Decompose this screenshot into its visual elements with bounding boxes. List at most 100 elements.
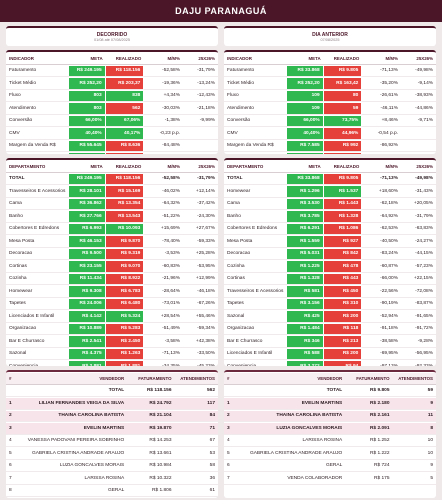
cell: -40,50% [362, 236, 401, 248]
cell: Tapetes [224, 299, 287, 310]
cell: R$ 7.585 [286, 140, 324, 152]
cell: -12,43% [182, 91, 218, 102]
cell: Cozinha [6, 274, 69, 285]
department-row: Mesa Posta R$ 1.559 R$ 927 -40,50% -24,27% [224, 236, 436, 248]
cell: R$ 5.031 [286, 248, 324, 260]
cell: R$ 1.222 [345, 448, 393, 460]
cell: TOTAL [22, 386, 128, 397]
cell: 40,40% [286, 128, 324, 140]
cell: 59 [323, 103, 363, 115]
column-header: 25X26% [182, 53, 218, 65]
column-header: META [286, 53, 324, 65]
cell: -52,58% [144, 174, 183, 185]
table: # VENDEDOR FATURAMENTO ATENDIMENTOS TOTAL R$ … [6, 372, 218, 498]
cell: -24,30% [182, 211, 218, 223]
cell: -71,13% [362, 66, 401, 77]
cell: -3,58% [144, 336, 183, 348]
cell: Cozinha [224, 261, 287, 273]
cell: R$ 118.156 [105, 65, 145, 77]
cell: R$ 3.272 [286, 361, 324, 366]
cell: R$ 118.156 [105, 173, 145, 185]
table: INDICADOR META REALIZADO M/M% 25X26% Faturame… [224, 52, 436, 154]
cell [224, 386, 241, 397]
cell: 7 [224, 473, 241, 485]
department-row: Organizacao R$ 1.484 R$ 118 -91,18% -91,72% [224, 323, 436, 335]
cell: -66,00% [362, 274, 401, 285]
cell: Decoracao [6, 249, 69, 260]
cell: R$ 1.328 [323, 211, 363, 223]
cell: EVELIN MARTINS [22, 423, 128, 435]
cell: R$ 33.868 [286, 173, 324, 185]
department-row: Tapetes R$ 24.006 R$ 6.480 -73,01% -67,26% [6, 298, 218, 310]
cell: R$ 310 [323, 298, 363, 310]
department-row: Travesseiros E Acessorios R$ 581 R$ 450 -22… [224, 286, 436, 298]
cell: R$ 94 [323, 361, 363, 366]
cell: R$ 252,20 [286, 78, 324, 90]
cell: Cama [6, 199, 69, 210]
cell: -91,65% [400, 311, 436, 323]
cell: 7,31% [105, 153, 145, 154]
cell: 8 [6, 486, 23, 497]
table: DEPARTAMENTO META REALIZADO M/M% 25X26% TOTAL… [6, 160, 218, 366]
cell: R$ 1.537 [323, 186, 363, 198]
cell: R$ 249.195 [68, 173, 106, 185]
cell: 71 [174, 423, 218, 435]
cell [400, 128, 436, 140]
indicators-card: INDICADOR META REALIZADO M/M% 25X26% Faturame… [224, 50, 436, 154]
cell: -9,71% [400, 116, 436, 127]
sellers-card: # VENDEDOR FATURAMENTO ATENDIMENTOS TOTAL R$ … [6, 370, 218, 498]
cell: -46,11% [362, 103, 401, 115]
cell: R$ 13.543 [105, 211, 145, 223]
cell: -44,15% [400, 249, 436, 260]
cell: R$ 200 [323, 348, 363, 360]
cell: -19,36% [144, 78, 183, 90]
departments-card: DEPARTAMENTO META REALIZADO M/M% 25X26% TOTAL… [224, 158, 436, 366]
departments-card: DEPARTAMENTO META REALIZADO M/M% 25X26% TOTAL… [6, 158, 218, 366]
sellers-card: # VENDEDOR FATURAMENTO ATENDIMENTOS TOTAL R$ … [224, 370, 436, 498]
cell: -64,92% [362, 211, 401, 223]
cell: R$ 24.792 [127, 398, 175, 410]
cell: R$ 588 [286, 348, 324, 360]
cell: 5 [6, 448, 23, 460]
header-row: # VENDEDOR FATURAMENTO ATENDIMENTOS [6, 373, 218, 385]
cell: +15,69% [144, 224, 183, 235]
cell: 22,33% [68, 153, 106, 154]
cell: R$ 1.881 [105, 361, 145, 366]
cell: R$ 10.889 [68, 323, 106, 335]
cell: -67,26% [182, 299, 218, 310]
seller-row: 5 GABRIELA CRISTINA ANDRADE ARAUJO R$ 1.22… [224, 448, 436, 460]
indicator-row: Ticket Médio R$ 252,20 R$ 163,42 -35,20% -9,… [224, 78, 436, 90]
cell: -64,32% [144, 199, 183, 210]
cell: Faturamento [6, 66, 69, 77]
seller-row: 7 VENDA COLABORADOR R$ 175 5 [224, 473, 436, 485]
cell: 53 [174, 448, 218, 460]
cell: R$ 21.104 [127, 410, 175, 422]
cell: -90,19% [362, 299, 401, 310]
cell: Ticket Médio [224, 78, 287, 90]
panel: DECORRIDO 01/08 até 07/08/2025 INDICADOR ME… [6, 26, 218, 498]
cell: Organizacao [6, 324, 69, 335]
indicator-row: Faturamento R$ 33.868 R$ 9.805 -71,13% -49,9… [224, 65, 436, 77]
cell: Travesseiros E Acessorios [224, 286, 287, 298]
cell: -71,13% [362, 174, 401, 185]
seller-row: 7 LARISSA ROSINA R$ 10.322 36 [6, 473, 218, 485]
department-row: Banho R$ 27.766 R$ 13.543 -51,22% -24,30% [6, 211, 218, 223]
cell: Licenciados E Infantil [6, 311, 69, 323]
period-dates: 07/08/2025 [320, 38, 340, 42]
seller-row: 6 LUZIA GONCALVES MORAIS R$ 10.984 58 [6, 461, 218, 472]
cell: -26,61% [362, 91, 401, 102]
cell: -53,95% [182, 261, 218, 273]
cell: Mesa Posta [224, 236, 287, 248]
cell: -45,23% [183, 361, 218, 366]
cell: Homewear [224, 186, 287, 198]
column-header: REALIZADO [105, 53, 145, 65]
cell: +20,05% [400, 199, 436, 210]
cell: R$ 2.161 [345, 410, 393, 422]
cell: R$ 14.253 [127, 436, 175, 447]
cell: -52,94% [362, 311, 401, 323]
cell: 10 [392, 436, 436, 447]
department-row: Cortinas R$ 23.155 R$ 9.070 -60,83% -53,95% [6, 261, 218, 273]
cell: R$ 15.169 [105, 186, 145, 198]
indicator-row: Margem da Venda %22,33%7,31%-67,26% [6, 153, 218, 154]
column-header: FATURAMENTO [345, 373, 393, 385]
